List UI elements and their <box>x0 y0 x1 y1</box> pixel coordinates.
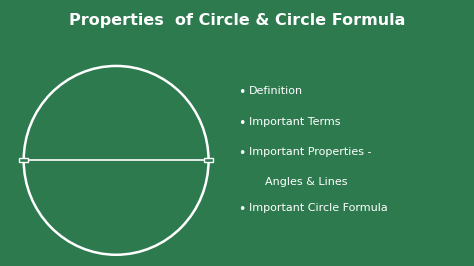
Bar <box>19 158 28 162</box>
Text: Angles & Lines: Angles & Lines <box>265 177 348 187</box>
Text: •: • <box>238 203 246 216</box>
Bar <box>204 158 213 162</box>
Text: Properties  of Circle & Circle Formula: Properties of Circle & Circle Formula <box>69 13 405 28</box>
Text: •: • <box>238 86 246 99</box>
Text: •: • <box>238 147 246 160</box>
Text: Definition: Definition <box>249 86 303 96</box>
Text: Important Circle Formula: Important Circle Formula <box>249 203 388 213</box>
Text: •: • <box>238 117 246 130</box>
Text: Important Terms: Important Terms <box>249 117 340 127</box>
Text: Important Properties -: Important Properties - <box>249 147 371 157</box>
